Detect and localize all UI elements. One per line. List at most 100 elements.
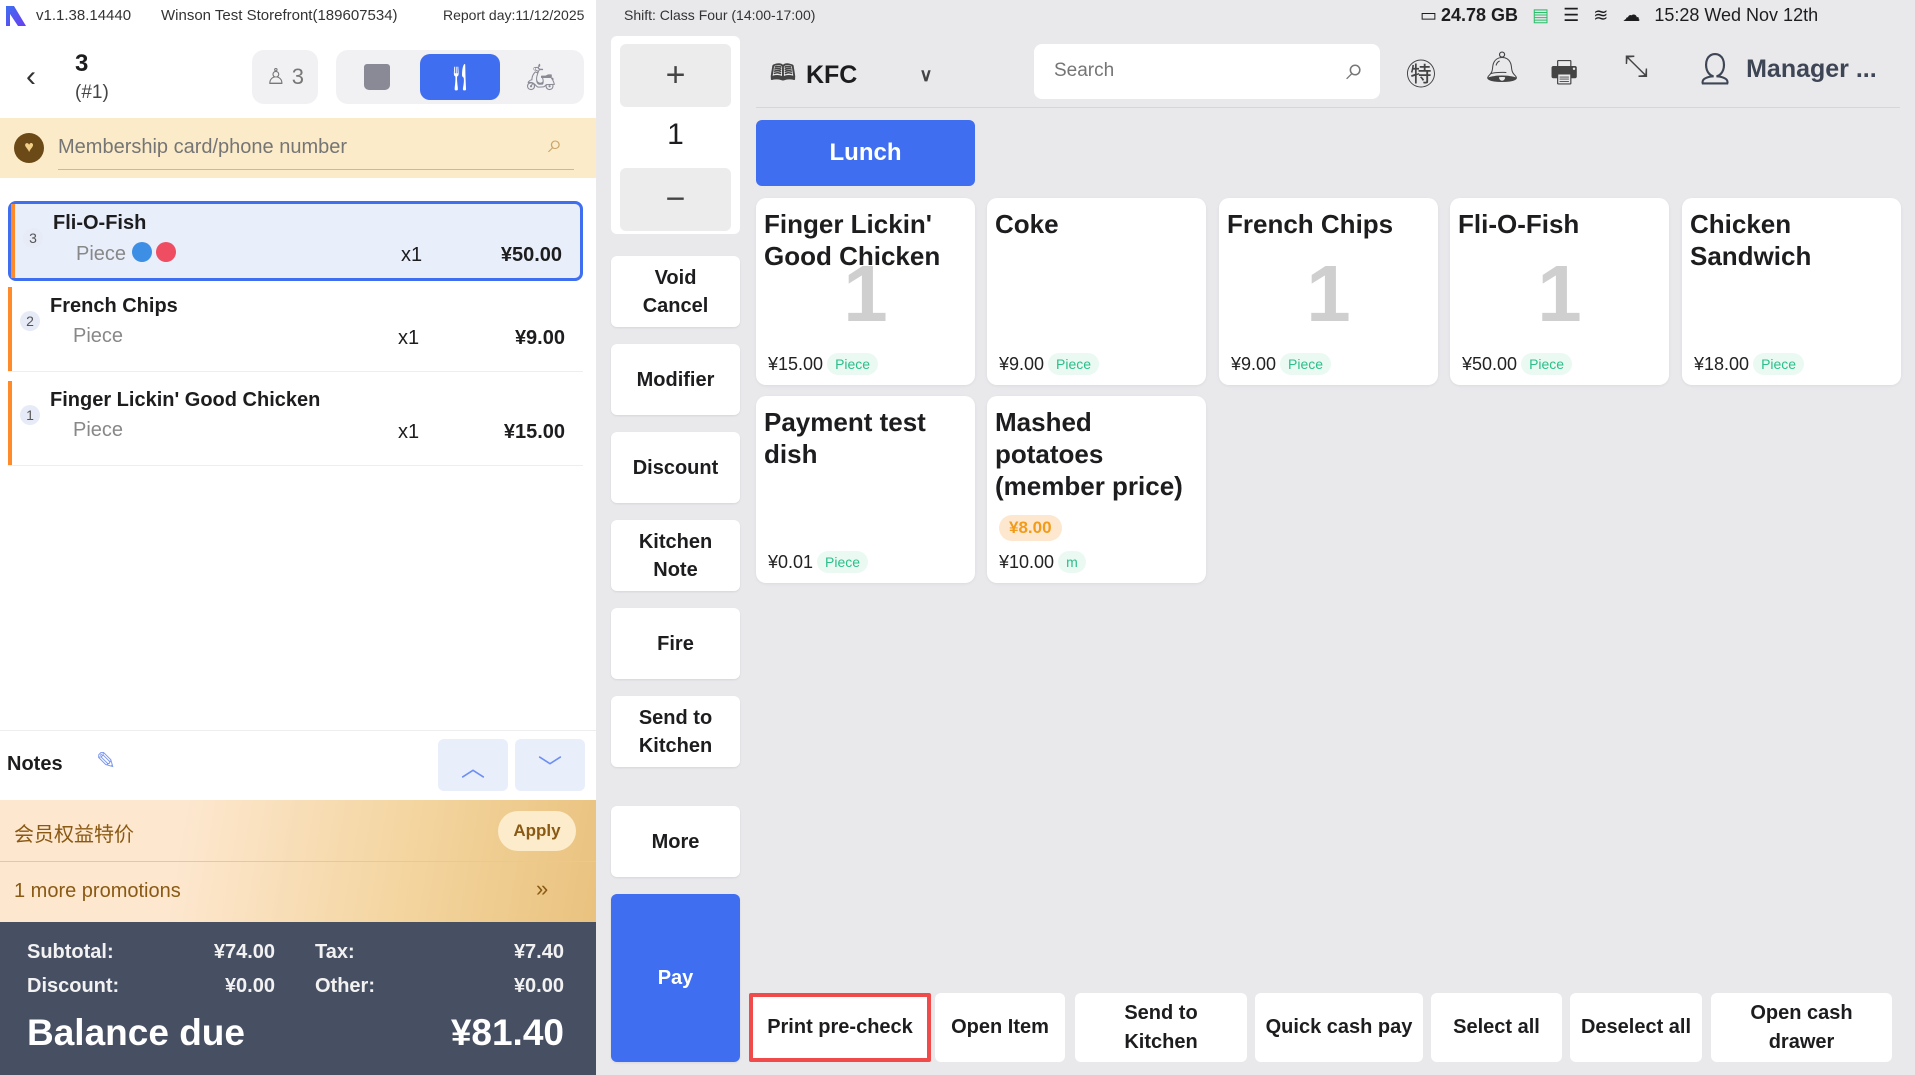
takeout-mode-button[interactable] (342, 54, 412, 100)
item-status-bar (8, 381, 12, 465)
user-name: Manager ... (1746, 55, 1877, 83)
item-name: French Chips (50, 295, 178, 317)
item-index: 3 (23, 228, 43, 248)
back-icon[interactable]: ‹ (26, 60, 36, 93)
modifier-button[interactable]: Modifier (611, 344, 740, 415)
scroll-up-button[interactable]: ︿ (438, 739, 508, 791)
notes-label: Notes (7, 753, 63, 775)
fork-knife-icon: 🍴︎ (443, 61, 477, 92)
product-price: ¥0.01 (768, 551, 814, 572)
product-price: ¥9.00 (999, 353, 1045, 374)
void-cancel-button[interactable]: Void Cancel (611, 256, 740, 327)
product-unit-tag: Piece (1753, 353, 1805, 375)
sent-icon (132, 242, 153, 262)
scooter-icon: 🛵︎ (524, 61, 558, 92)
other-value: ¥0.00 (513, 975, 564, 997)
quantity-panel: + 1 − (611, 36, 740, 234)
product-card[interactable]: Coke ¥9.00 Piece (987, 198, 1206, 385)
product-price: ¥10.00 (999, 551, 1055, 572)
deselect-all-button[interactable]: Deselect all (1570, 993, 1702, 1062)
item-price: ¥15.00 (503, 421, 565, 443)
item-index: 2 (20, 311, 40, 331)
pay-button[interactable]: Pay (611, 894, 740, 1062)
product-card[interactable]: Payment test dish ¥0.01 Piece (756, 396, 975, 583)
chevron-up-icon: ︿ (461, 754, 485, 782)
product-card[interactable]: 1 Fli-O-Fish ¥50.00 Piece (1450, 198, 1669, 385)
item-name: Finger Lickin' Good Chicken (50, 389, 321, 411)
product-card[interactable]: 1 Finger Lickin' Good Chicken ¥15.00 Piece (756, 198, 975, 385)
user-menu[interactable]: 👤︎ Manager ... (1696, 52, 1877, 87)
balance-due-value: ¥81.40 (450, 1012, 564, 1053)
product-card[interactable]: Mashed potatoes (member price) ¥8.00 ¥10.0… (987, 396, 1206, 583)
subtotal-label: Subtotal: (27, 941, 114, 963)
quick-cash-pay-button[interactable]: Quick cash pay (1255, 993, 1423, 1062)
quantity-value: 1 (667, 118, 684, 151)
open-item-button[interactable]: Open Item (935, 993, 1065, 1062)
decrease-qty-button[interactable]: − (620, 168, 731, 231)
apply-promotion-button[interactable]: Apply (498, 811, 576, 851)
order-item[interactable]: 1 Finger Lickin' Good Chicken Piece x1 ¥15.0… (8, 381, 583, 466)
scroll-down-button[interactable]: ﹀ (515, 739, 585, 791)
fire-icon (156, 242, 177, 262)
order-item[interactable]: 2 French Chips Piece x1 ¥9.00 (8, 287, 583, 372)
search-icon[interactable]: ⌕ (548, 128, 563, 158)
cart-count: 1 (1537, 249, 1582, 338)
product-card[interactable]: Chicken Sandwich ¥18.00 Piece (1682, 198, 1901, 385)
double-chevron-right-icon[interactable]: » (536, 876, 549, 901)
database-icon: ☰ (1563, 5, 1580, 25)
balance-due-label: Balance due (27, 1012, 245, 1053)
item-unit-label: Piece (76, 243, 127, 265)
search-input[interactable] (1054, 56, 1314, 86)
collapse-icon[interactable]: ⤡ (1624, 50, 1648, 83)
more-button[interactable]: More (611, 806, 740, 877)
category-tab-lunch[interactable]: Lunch (756, 120, 975, 186)
increase-qty-button[interactable]: + (620, 44, 731, 107)
product-price-row: ¥10.00 m (999, 551, 1086, 573)
order-item[interactable]: 3 Fli-O-Fish Piece x1 ¥50.00 (8, 201, 583, 281)
search-icon[interactable]: ⌕ (1346, 50, 1364, 86)
open-cash-drawer-button[interactable]: Open cash drawer (1711, 993, 1892, 1062)
user-icon: 👤︎ (1696, 53, 1735, 86)
bell-icon[interactable]: 🔔︎ (1483, 51, 1522, 84)
send-to-kitchen-button[interactable]: Send to Kitchen (1075, 993, 1247, 1062)
delivery-mode-button[interactable]: 🛵︎ (506, 54, 576, 100)
tax-label: Tax: (315, 941, 355, 963)
product-search: ⌕ (1034, 44, 1380, 99)
select-all-button[interactable]: Select all (1431, 993, 1562, 1062)
more-promotions-link[interactable]: 1 more promotions (14, 880, 181, 902)
item-qty: x1 (398, 327, 420, 349)
order-number: (#1) (75, 82, 109, 103)
edit-notes-icon[interactable]: ✎ (96, 748, 117, 775)
menu-selector[interactable]: 🕮 KFC ∨ (770, 56, 933, 94)
product-card[interactable]: 1 French Chips ¥9.00 Piece (1219, 198, 1438, 385)
fire-button[interactable]: Fire (611, 608, 740, 679)
cart-count: 1 (1306, 249, 1351, 338)
kitchen-note-button[interactable]: Kitchen Note (611, 520, 740, 591)
product-unit-tag: Piece (827, 353, 879, 375)
item-qty: x1 (398, 421, 420, 443)
item-status-bar (11, 204, 15, 278)
membership-input[interactable] (58, 130, 528, 164)
product-price: ¥9.00 (1231, 353, 1277, 374)
app-logo (6, 6, 26, 26)
notes-row: Notes ✎ ︿ ﹀ (0, 730, 596, 800)
item-price: ¥9.00 (514, 327, 565, 349)
discount-button[interactable]: Discount (611, 432, 740, 503)
guest-count-button[interactable]: ♙ 3 (252, 50, 318, 104)
printer-icon[interactable]: 🖶 (1550, 56, 1579, 89)
item-unit: Piece (76, 242, 177, 266)
print-pre-check-button[interactable]: Print pre-check (749, 993, 931, 1062)
send-to-kitchen-button[interactable]: Send to Kitchen (611, 696, 740, 767)
item-unit: Piece (73, 419, 123, 442)
product-unit-tag: Piece (817, 551, 869, 573)
translate-icon[interactable]: ㊕ (1406, 59, 1436, 92)
shift-info: Shift: Class Four (14:00-17:00) (624, 7, 816, 23)
report-day: Report day:11/12/2025 (443, 7, 585, 23)
item-unit: Piece (73, 325, 123, 348)
product-name: Mashed potatoes (member price) (995, 407, 1183, 501)
item-index: 1 (20, 405, 40, 425)
promotion-title: 会员权益特价 (14, 824, 134, 846)
dine-in-mode-button[interactable]: 🍴︎ (420, 54, 500, 100)
product-price-row: ¥50.00 Piece (1462, 353, 1573, 375)
product-price-row: ¥18.00 Piece (1694, 353, 1805, 375)
